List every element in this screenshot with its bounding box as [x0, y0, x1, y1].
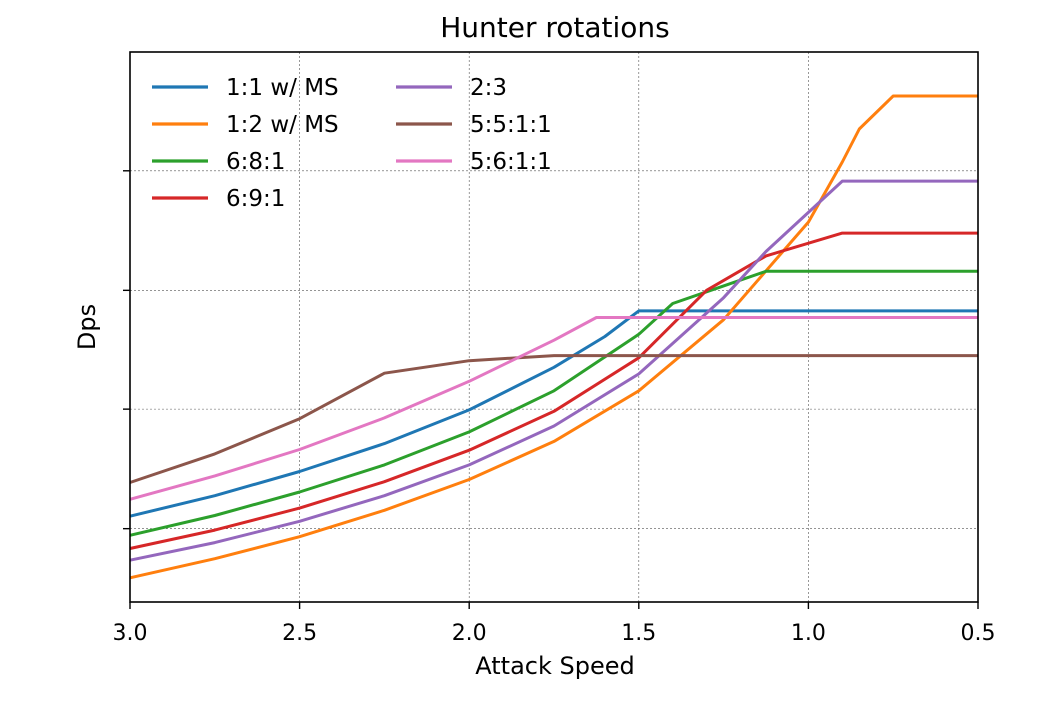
legend-label: 6:8:1 [226, 149, 285, 175]
x-tick-label: 3.0 [113, 621, 148, 646]
legend-label: 1:1 w/ MS [226, 75, 339, 101]
legend-label: 2:3 [470, 75, 507, 101]
x-axis-ticks: 3.0 2.5 2.0 1.5 1.0 0.5 [113, 602, 996, 646]
series-line-4 [129, 231, 978, 550]
series-line-7 [129, 316, 978, 501]
y-axis-ticks [123, 170, 130, 530]
legend-label: 5:6:1:1 [470, 149, 552, 175]
x-tick-label: 1.0 [791, 621, 826, 646]
series-line-1 [129, 309, 978, 518]
series-line-2 [129, 94, 978, 580]
x-axis-label: Attack Speed [475, 652, 634, 680]
legend-label: 1:2 w/ MS [226, 112, 339, 138]
plot-area [129, 94, 978, 580]
x-tick-label: 2.0 [452, 621, 487, 646]
series-line-5 [129, 179, 978, 562]
y-axis-label: Dps [73, 304, 101, 350]
legend: 1:1 w/ MS 1:2 w/ MS 6:8:1 6:9:1 2:3 5:5:1:1 5:… [152, 75, 552, 212]
chart-title: Hunter rotations [440, 11, 670, 44]
x-tick-label: 0.5 [961, 621, 996, 646]
legend-label: 6:9:1 [226, 186, 285, 212]
legend-label: 5:5:1:1 [470, 112, 552, 138]
plot-frame [129, 51, 979, 603]
series-line-6 [129, 354, 978, 484]
x-tick-label: 2.5 [282, 621, 317, 646]
x-tick-label: 1.5 [621, 621, 656, 646]
